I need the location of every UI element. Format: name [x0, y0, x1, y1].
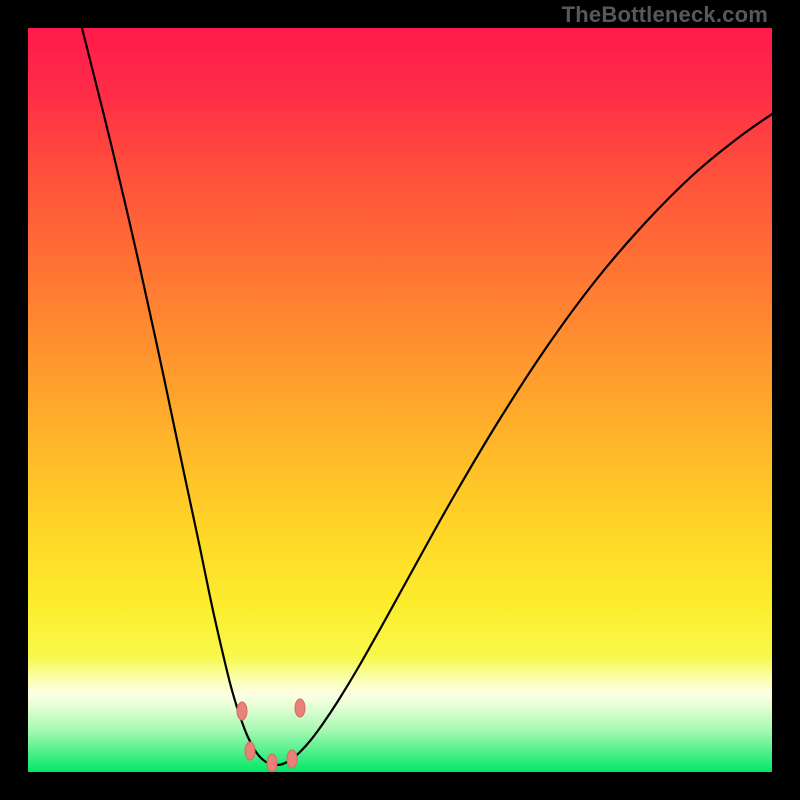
- curve-marker: [287, 750, 297, 768]
- curve-marker: [267, 754, 277, 772]
- curve-marker: [295, 699, 305, 717]
- bottleneck-curve: [28, 28, 772, 772]
- chart-frame: TheBottleneck.com: [0, 0, 800, 800]
- curve-marker: [245, 742, 255, 760]
- curve-marker: [237, 702, 247, 720]
- plot-area: [28, 28, 772, 772]
- watermark-text: TheBottleneck.com: [562, 2, 768, 28]
